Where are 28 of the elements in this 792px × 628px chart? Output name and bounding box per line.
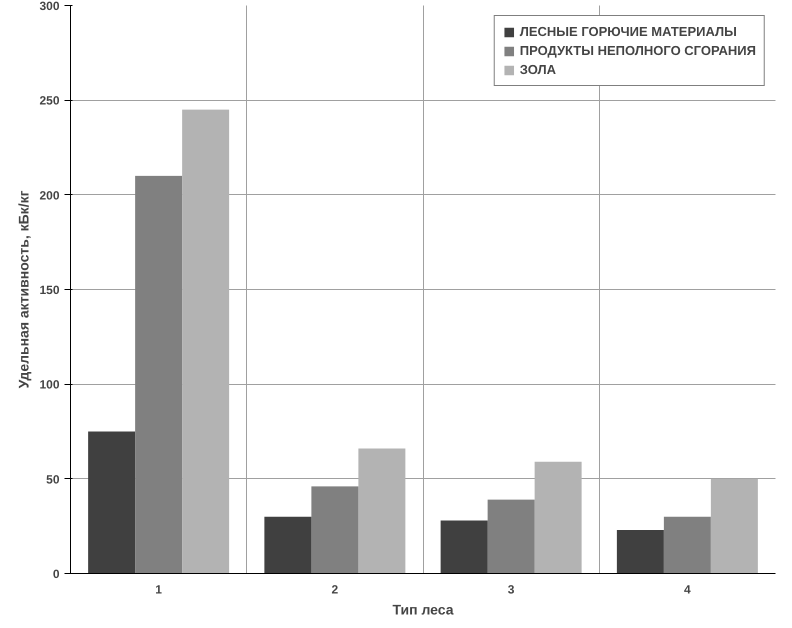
x-tick-label: 1	[155, 582, 162, 596]
y-tick-label: 100	[39, 378, 60, 392]
y-axis-title: Удельная активность, кБк/кг	[15, 190, 32, 388]
bar	[440, 520, 488, 574]
bar	[311, 486, 358, 574]
bar	[135, 176, 182, 574]
bar	[664, 516, 711, 574]
y-tick-label: 150	[39, 283, 60, 297]
legend-label: ПРОДУКТЫ НЕПОЛНОГО СГОРАНИЯ	[520, 43, 756, 58]
bar	[534, 462, 582, 574]
bar	[710, 478, 758, 574]
bar	[182, 110, 230, 574]
bar	[488, 500, 535, 574]
x-tick-label: 2	[332, 582, 339, 596]
y-tick-label: 300	[39, 0, 60, 13]
y-tick-label: 200	[39, 188, 60, 202]
bar	[616, 530, 664, 574]
x-tick-label: 4	[684, 582, 692, 596]
legend-label: ЗОЛА	[520, 62, 556, 77]
bar	[88, 432, 136, 574]
legend-label: ЛЕСНЫЕ ГОРЮЧИЕ МАТЕРИАЛЫ	[520, 24, 737, 39]
bar	[358, 448, 406, 574]
y-tick-label: 50	[46, 472, 60, 486]
y-tick-label: 250	[39, 94, 60, 108]
x-tick-label: 3	[508, 582, 515, 596]
x-axis-title: Тип леса	[392, 602, 454, 618]
bar	[264, 516, 312, 574]
y-tick-label: 0	[52, 567, 60, 581]
